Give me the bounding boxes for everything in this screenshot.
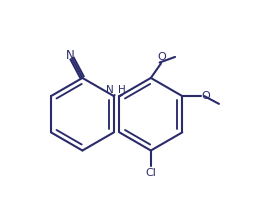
Text: O: O xyxy=(157,52,166,62)
Text: N: N xyxy=(66,49,75,62)
Text: Cl: Cl xyxy=(145,168,156,178)
Text: H: H xyxy=(118,85,126,95)
Text: N: N xyxy=(106,85,114,95)
Text: O: O xyxy=(202,91,211,101)
